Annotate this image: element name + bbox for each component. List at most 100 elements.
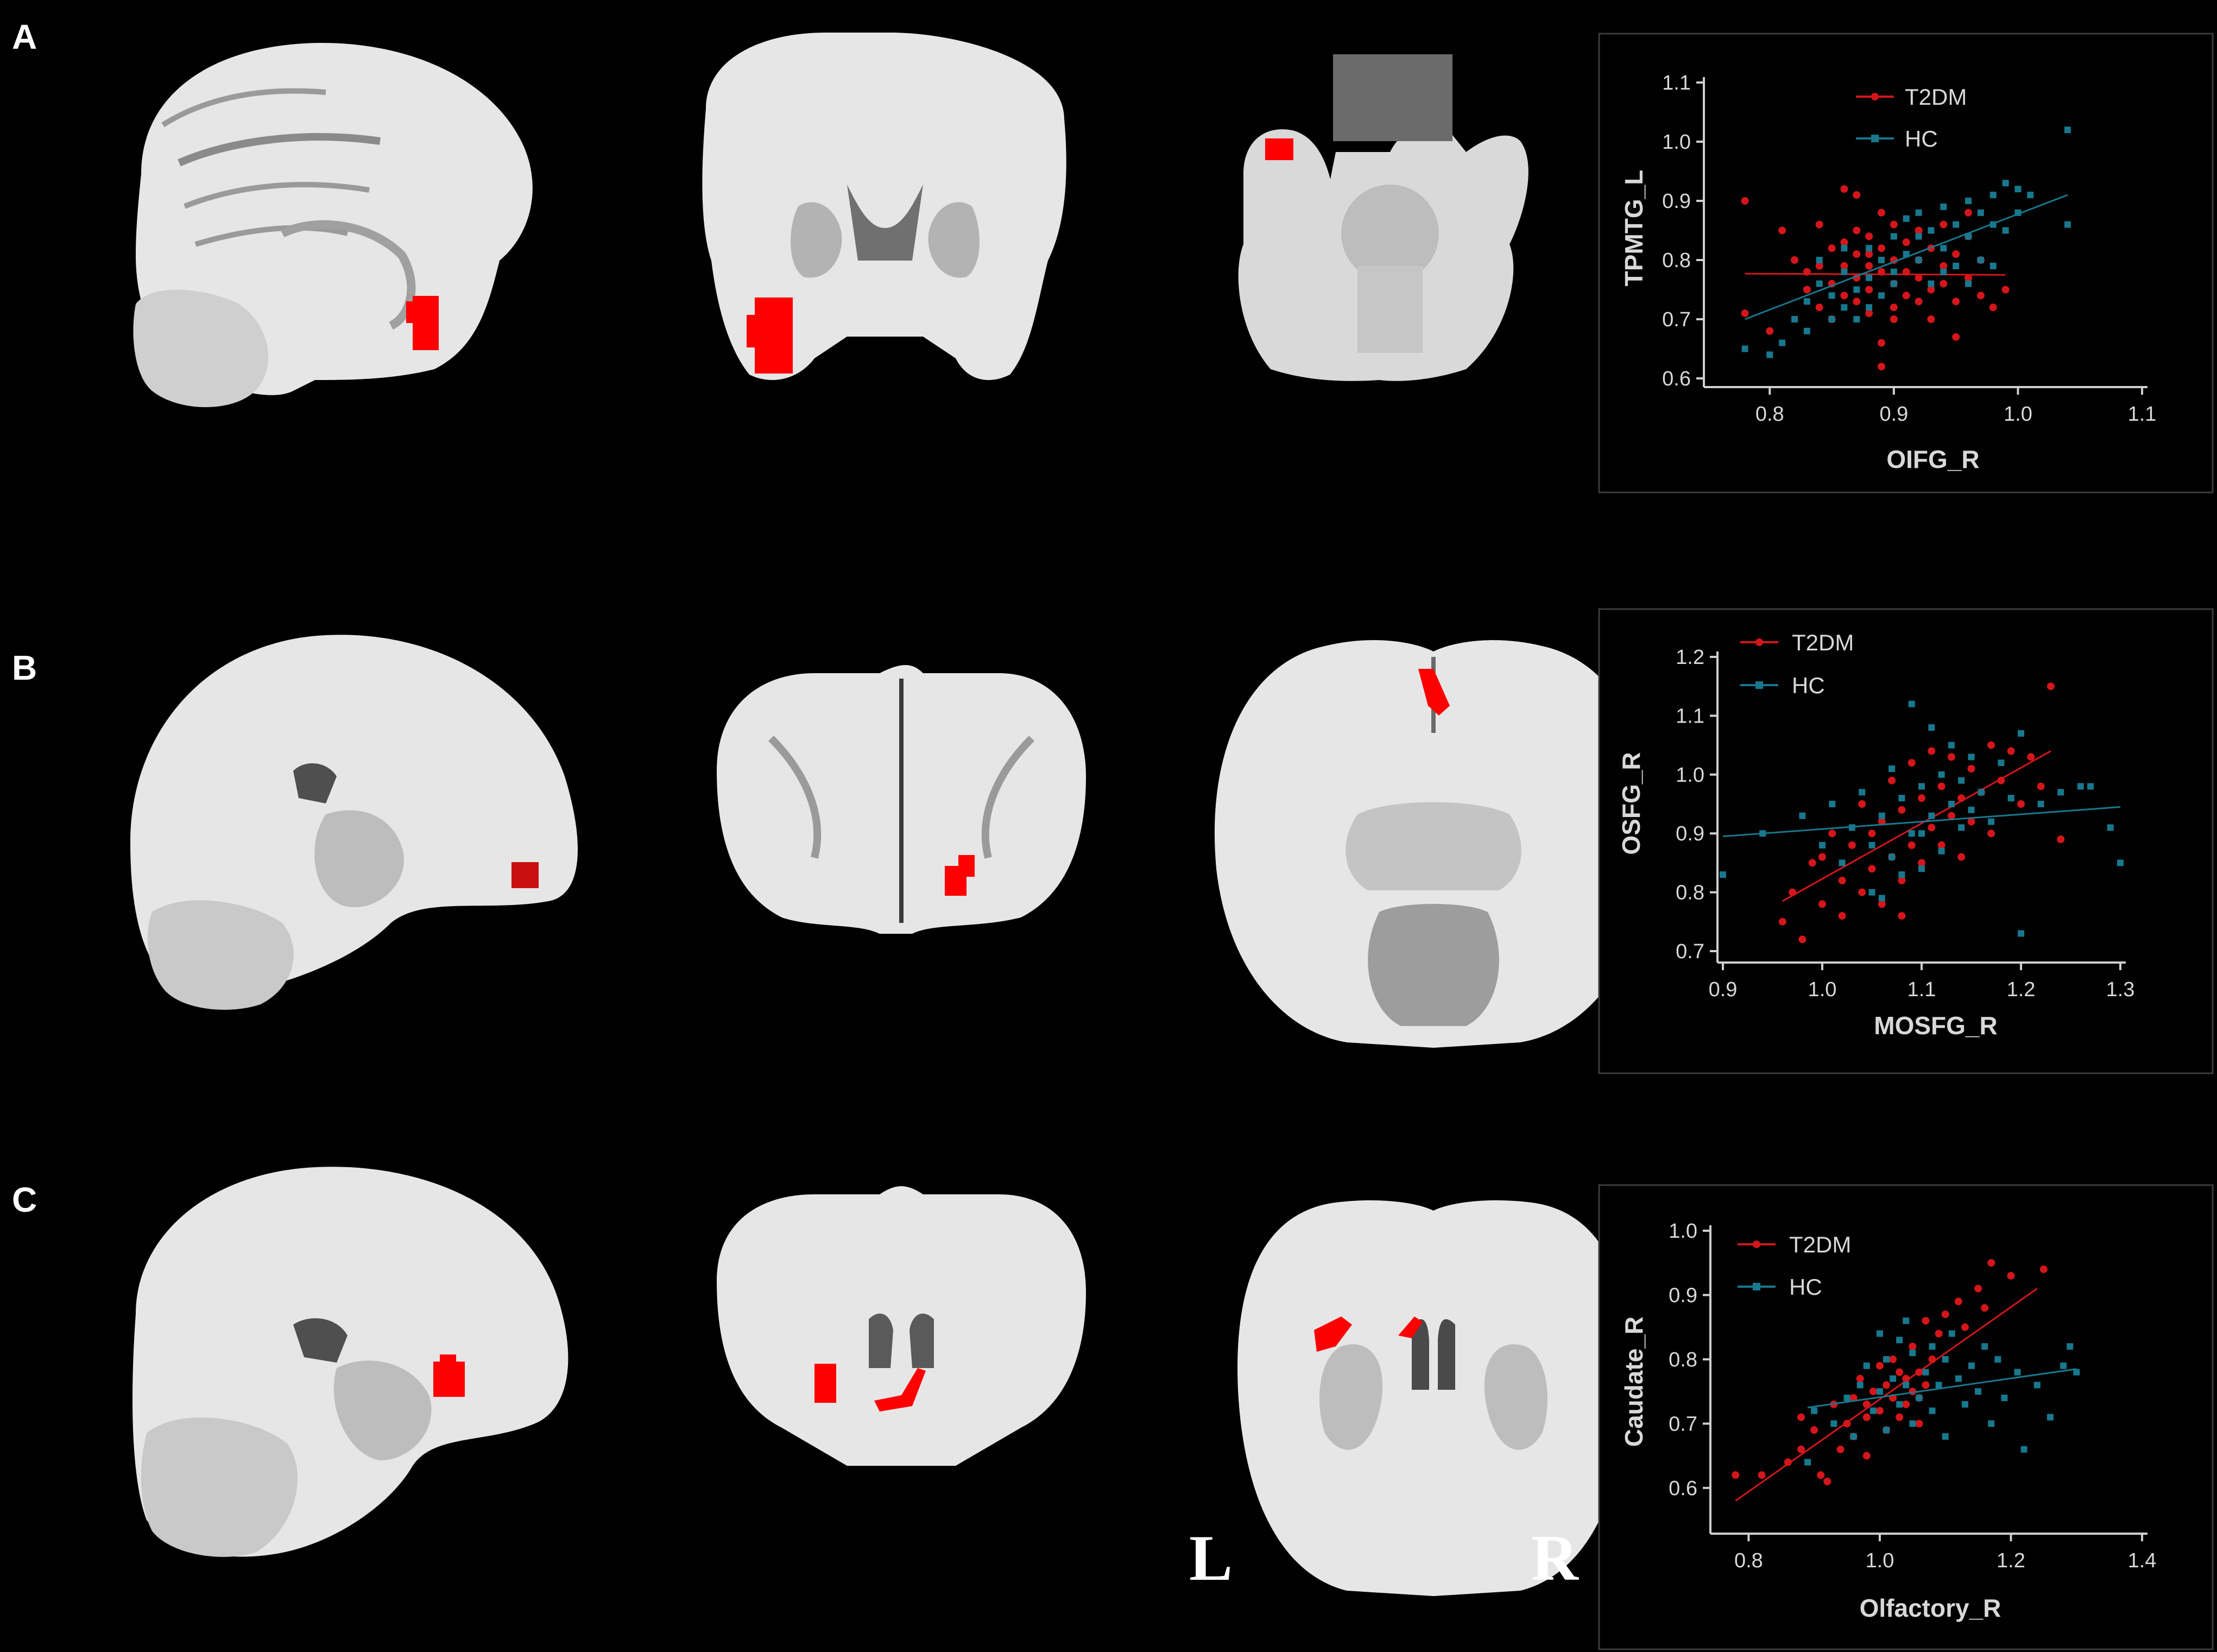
point-t2dm: [1922, 1381, 1930, 1389]
point-t2dm: [1853, 191, 1861, 199]
point-hc: [1841, 245, 1848, 252]
point-t2dm: [1849, 1394, 1858, 1402]
point-hc: [1928, 812, 1935, 819]
point-t2dm: [1766, 327, 1774, 335]
point-hc: [2014, 1369, 2021, 1376]
point-hc: [1890, 280, 1897, 287]
point-t2dm: [1987, 741, 1995, 749]
point-hc: [1883, 1427, 1890, 1434]
x-axis-title: MOSFG_R: [1874, 1011, 1997, 1040]
point-hc: [1853, 286, 1860, 293]
point-hc: [1938, 847, 1945, 855]
legend-label-hc: HC: [1792, 673, 1825, 698]
point-hc: [1977, 257, 1984, 263]
point-hc: [1928, 724, 1935, 731]
point-t2dm: [1927, 286, 1935, 294]
point-hc: [1878, 292, 1885, 299]
y-tick-label: 0.9: [1676, 822, 1704, 845]
point-hc: [2014, 209, 2022, 216]
point-hc: [1848, 824, 1855, 831]
point-hc: [2033, 1382, 2041, 1389]
point-t2dm: [1967, 764, 1975, 773]
point-t2dm: [1853, 298, 1861, 306]
row-a-sagittal-slice: [133, 43, 533, 407]
point-hc: [1965, 198, 1972, 204]
point-t2dm: [1815, 220, 1823, 229]
point-hc: [2107, 824, 2114, 831]
point-t2dm: [1865, 232, 1873, 240]
point-hc: [2064, 126, 2071, 134]
point-t2dm: [1883, 1381, 1890, 1389]
point-hc: [2077, 783, 2084, 790]
point-hc: [1908, 700, 1915, 707]
point-hc: [2060, 1362, 2067, 1369]
point-hc: [1779, 339, 1786, 346]
point-hc: [1878, 812, 1885, 819]
point-t2dm: [1818, 853, 1826, 861]
point-hc: [1935, 1382, 1942, 1389]
row-c-axial-slice: [1237, 1200, 1629, 1596]
point-hc: [1803, 298, 1810, 305]
point-t2dm: [1940, 220, 1948, 229]
point-t2dm: [1797, 1413, 1805, 1421]
point-t2dm: [1865, 262, 1873, 270]
point-t2dm: [1858, 888, 1866, 896]
point-hc: [1998, 759, 2005, 767]
point-t2dm: [1823, 1477, 1831, 1485]
point-t2dm: [2007, 747, 2015, 755]
point-hc: [1903, 1317, 1910, 1324]
point-hc: [1830, 1420, 1837, 1427]
point-t2dm: [1974, 1284, 1982, 1293]
point-t2dm: [1878, 208, 1885, 217]
point-t2dm: [1909, 1343, 1917, 1351]
point-t2dm: [1758, 1471, 1766, 1479]
point-t2dm: [1987, 1259, 1995, 1267]
point-hc: [2007, 795, 2014, 802]
point-hc: [1811, 1407, 1818, 1414]
point-t2dm: [1810, 1426, 1818, 1434]
orientation-left-label: L: [1189, 1522, 1233, 1594]
point-t2dm: [1808, 859, 1816, 867]
x-axis-title: OIFG_R: [1886, 445, 1979, 473]
point-t2dm: [1952, 250, 1960, 258]
point-hc: [2018, 730, 2024, 737]
point-hc: [1968, 806, 1975, 813]
point-t2dm: [1890, 220, 1898, 229]
point-t2dm: [1915, 298, 1923, 306]
point-hc: [1989, 192, 1997, 199]
point-t2dm: [1862, 1413, 1871, 1421]
point-hc: [2001, 1394, 2008, 1401]
point-t2dm: [2039, 1265, 2048, 1274]
point-t2dm: [1840, 185, 1848, 193]
point-t2dm: [1817, 1471, 1825, 1479]
point-t2dm: [1840, 262, 1848, 270]
point-hc: [1975, 1388, 1982, 1395]
point-hc: [1866, 304, 1873, 311]
point-hc: [1953, 262, 1960, 269]
panel-letter-a: A: [12, 17, 37, 56]
point-hc: [1890, 233, 1897, 240]
point-hc: [1841, 268, 1848, 275]
x-tick-label: 1.1: [1907, 978, 1936, 1001]
legend-label-hc: HC: [1789, 1274, 1822, 1300]
point-hc: [1989, 221, 1997, 228]
point-hc: [2057, 789, 2064, 796]
legend-label-hc: HC: [1905, 126, 1938, 151]
point-t2dm: [1818, 900, 1826, 908]
point-t2dm: [1862, 1452, 1871, 1460]
point-t2dm: [1838, 912, 1846, 920]
point-hc: [1961, 1401, 1968, 1408]
point-hc: [1878, 895, 1885, 902]
x-tick-label: 0.8: [1755, 403, 1784, 426]
y-tick-label: 1.1: [1676, 705, 1704, 727]
point-hc: [2073, 1369, 2080, 1376]
point-t2dm: [1803, 268, 1811, 276]
fit-line-hc: [1722, 806, 2121, 838]
point-hc: [1940, 268, 1947, 275]
point-t2dm: [1987, 830, 1995, 838]
row-b-sagittal-slice: [130, 635, 578, 1010]
point-hc: [2087, 783, 2094, 790]
point-hc: [1940, 203, 1947, 210]
point-t2dm: [1902, 268, 1910, 276]
point-hc: [1828, 292, 1835, 299]
